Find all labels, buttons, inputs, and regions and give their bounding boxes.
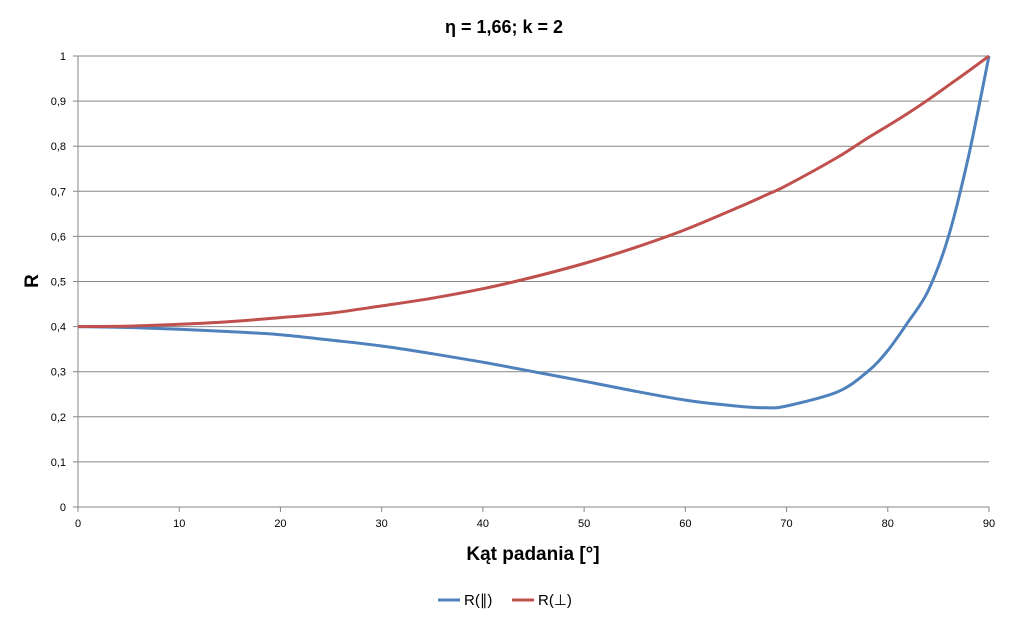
y-tick-label: 0	[60, 502, 66, 514]
y-tick-label: 0,7	[51, 186, 66, 198]
x-tick-label: 50	[578, 518, 590, 530]
y-tick-label: 0,1	[51, 457, 66, 469]
y-tick-label: 0,6	[51, 231, 66, 243]
x-tick-labels: 0 10 20 30 40 50 60 70 80 90	[75, 518, 995, 530]
x-tick-label: 0	[75, 518, 81, 530]
x-tick-label: 80	[882, 518, 894, 530]
x-axis-label: Kąt padania [°]	[466, 544, 599, 565]
y-tick-label: 0,9	[51, 96, 66, 108]
x-tick-label: 30	[376, 518, 388, 530]
y-tick-label: 0,2	[51, 412, 66, 424]
series-line-2	[77, 54, 990, 329]
x-tick-label: 60	[679, 518, 691, 530]
x-tick-label: 10	[173, 518, 185, 530]
axes	[77, 56, 990, 512]
legend-label: R(⊥)	[538, 592, 572, 609]
y-tick-label: 0,5	[51, 277, 66, 289]
legend: R(∥) R(⊥)	[438, 592, 572, 609]
y-tick-label: 0,8	[51, 141, 66, 153]
y-axis-label: R	[22, 274, 43, 288]
x-tick-label: 90	[983, 518, 995, 530]
y-tick-label: 1	[60, 51, 66, 63]
y-tick-labels: 0 0,1 0,2 0,3 0,4 0,5 0,6 0,7 0,8 0,9 1	[51, 51, 66, 514]
gridlines	[73, 55, 989, 508]
series-line-1	[77, 55, 991, 410]
y-tick-label: 0,3	[51, 367, 66, 379]
x-tick-label: 40	[477, 518, 489, 530]
legend-label: R(∥)	[464, 592, 492, 609]
x-tick-label: 20	[274, 518, 286, 530]
y-tick-label: 0,4	[51, 322, 66, 334]
chart-title: η = 1,66; k = 2	[445, 17, 563, 37]
series-lines	[77, 54, 991, 410]
x-tick-label: 70	[780, 518, 792, 530]
